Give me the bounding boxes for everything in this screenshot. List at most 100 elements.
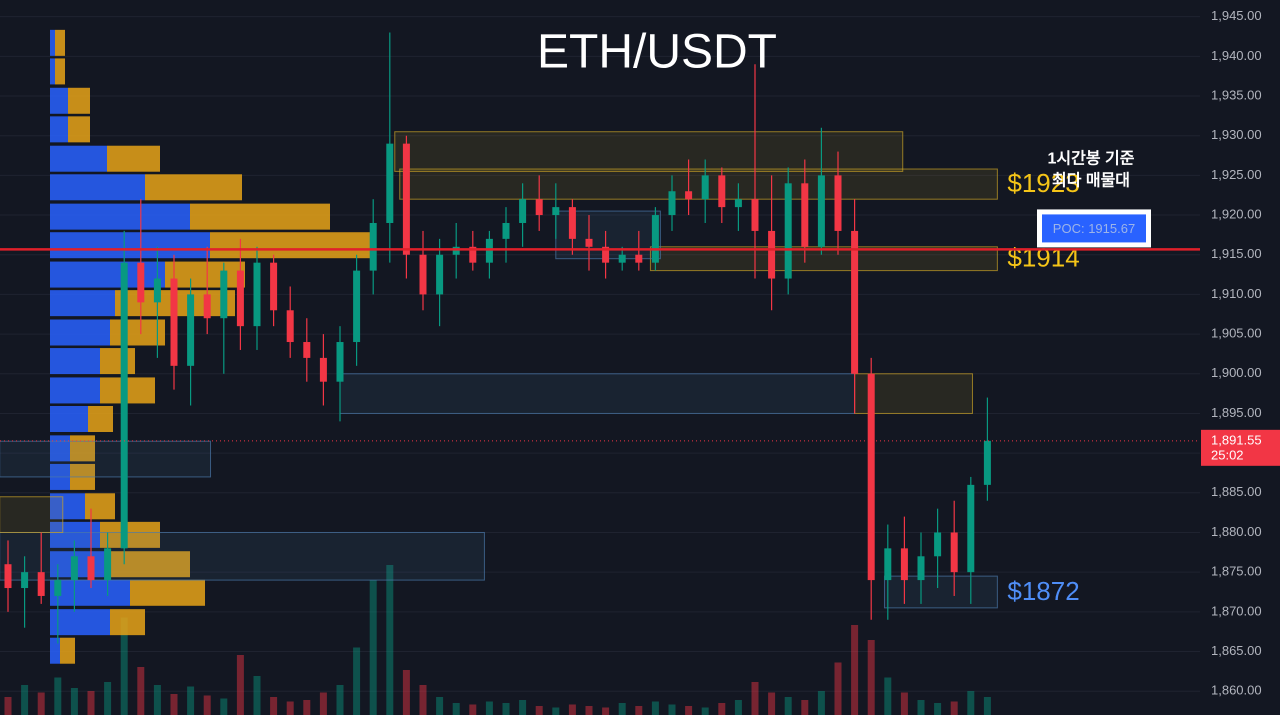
candle-body (469, 246, 477, 263)
y-tick-label: 1,920.00 (1211, 206, 1262, 221)
volume-bar (402, 670, 410, 715)
y-tick-label: 1,915.00 (1211, 246, 1262, 261)
poc-note: 1시간봉 기준 (1048, 150, 1135, 168)
candle-body (21, 572, 29, 589)
volume-bar (651, 701, 659, 715)
profile-sell-bar (68, 87, 90, 114)
profile-sell-bar (70, 435, 95, 462)
last-price-label: 1,891.55 (1211, 432, 1262, 447)
y-tick-label: 1,945.00 (1211, 8, 1262, 23)
profile-sell-bar (85, 493, 115, 520)
candle-body (87, 556, 95, 581)
candle-body (502, 222, 510, 239)
volume-bar (834, 662, 842, 715)
candle-body (286, 310, 294, 343)
volume-bar (668, 704, 676, 715)
candle-body (236, 270, 244, 327)
volume-bar (801, 700, 809, 715)
volume-bar (967, 691, 975, 715)
volume-bar (120, 617, 128, 715)
y-tick-label: 1,860.00 (1211, 683, 1262, 698)
volume-bar (867, 640, 875, 715)
candle-body (137, 262, 145, 303)
volume-bar (137, 667, 145, 715)
candle-body (170, 278, 178, 366)
candle-body (817, 175, 825, 247)
volume-bar (436, 697, 444, 715)
volume-bar (718, 703, 726, 715)
candle-body (402, 143, 410, 255)
y-tick-label: 1,925.00 (1211, 167, 1262, 182)
volume-bar (934, 703, 942, 715)
y-tick-label: 1,930.00 (1211, 127, 1262, 142)
volume-bar (419, 685, 427, 715)
volume-bar (21, 685, 29, 715)
candle-body (635, 254, 643, 263)
candle-body (851, 230, 859, 374)
profile-sell-bar (165, 261, 245, 288)
volume-bar (220, 698, 228, 715)
volume-bar (170, 694, 178, 715)
poc-label: POC: 1915.67 (1053, 221, 1135, 236)
y-tick-label: 1,900.00 (1211, 365, 1262, 380)
candle-body (4, 564, 12, 589)
candle-body (535, 199, 543, 216)
volume-bar (104, 682, 112, 715)
profile-sell-bar (110, 551, 190, 578)
candle-body (519, 199, 527, 223)
profile-sell-bar (55, 29, 65, 56)
candles (4, 32, 991, 644)
zone-box (339, 373, 856, 414)
price-axis (1200, 0, 1280, 715)
volume-bar (784, 697, 792, 715)
volume-bar (485, 701, 493, 715)
volume-bar (187, 686, 195, 715)
profile-sell-bar (145, 174, 242, 201)
countdown-label: 25:02 (1211, 447, 1244, 462)
candle-body (54, 580, 62, 596)
profile-buy-bar (50, 203, 190, 230)
volume-bar (502, 703, 510, 715)
chart-title: ETH/USDT (537, 26, 777, 79)
candle-body (768, 230, 776, 279)
y-tick-label: 1,895.00 (1211, 405, 1262, 420)
volume-bar (884, 677, 892, 715)
profile-sell-bar (55, 58, 65, 85)
y-tick-label: 1,880.00 (1211, 524, 1262, 539)
volume-bar (303, 700, 311, 715)
y-tick-label: 1,885.00 (1211, 484, 1262, 499)
profile-buy-bar (50, 29, 55, 56)
candle-body (801, 183, 809, 247)
zone-box (883, 575, 998, 609)
volume-bar (54, 677, 62, 715)
profile-sell-bar (110, 319, 165, 346)
volume-bar (817, 691, 825, 715)
profile-sell-bar (210, 232, 370, 259)
volume-bar (917, 700, 925, 715)
candle-body (436, 254, 444, 295)
volume-layer (4, 565, 991, 715)
profile-sell-bar (190, 203, 330, 230)
volume-bar (602, 707, 610, 715)
last-price-box (1201, 429, 1280, 466)
candle-body (253, 262, 261, 327)
y-tick-label: 1,910.00 (1211, 286, 1262, 301)
candle-body (834, 175, 842, 231)
volume-bar (469, 704, 477, 715)
profile-buy-bar (50, 290, 115, 317)
y-tick-label: 1,870.00 (1211, 603, 1262, 618)
y-tick-label: 1,940.00 (1211, 48, 1262, 63)
profile-buy-bar (50, 348, 100, 375)
volume-bar (153, 685, 161, 715)
candle-body (270, 262, 278, 311)
candle-body (585, 238, 593, 247)
axis-labels: 1,860.00 1,865.00 1,870.00 1,875.00 1,880.00… (1201, 8, 1280, 698)
profile-buy-bar (50, 174, 145, 201)
volume-bar (900, 692, 908, 715)
candle-body (917, 556, 925, 581)
volume-bar (751, 682, 759, 715)
candle-body (668, 191, 676, 216)
candle-body (485, 238, 493, 263)
volume-bar (519, 700, 527, 715)
